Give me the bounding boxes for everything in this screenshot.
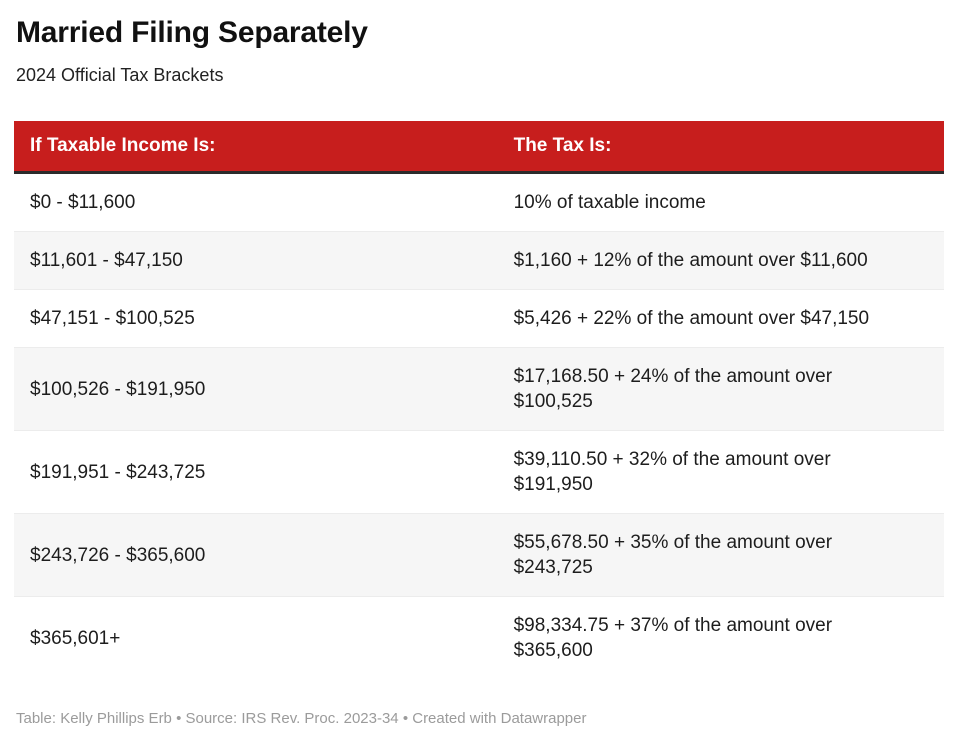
table-row: $0 - $11,600 10% of taxable income [14,173,944,232]
tax-formula-text: $55,678.50 + 35% of the amount over $243… [513,532,833,578]
page-subtitle: 2024 Official Tax Brackets [16,65,224,85]
tax-formula-text: $17,168.50 + 24% of the amount over $100… [513,366,833,412]
table-row: $11,601 - $47,150 $1,160 + 12% of the am… [14,231,944,290]
table-row: $100,526 - $191,950 $17,168.50 + 24% of … [14,347,944,431]
tax-formula-text: $98,334.75 + 37% of the amount over $365… [513,615,833,661]
income-range-cell: $100,526 - $191,950 [30,378,206,400]
tax-formula-cell: $5,426 + 22% of the amount over $47,150 [498,290,944,348]
income-range-cell: $191,951 - $243,725 [30,461,206,483]
tax-formula-cell: $98,334.75 + 37% of the amount over $365… [498,597,944,680]
tax-formula-cell: $55,678.50 + 35% of the amount over $243… [498,514,944,597]
income-range-cell: $0 - $11,600 [30,192,136,213]
tax-formula-cell: 10% of taxable income [498,173,944,232]
page-title: Married Filing Separately [16,16,368,49]
tax-formula-cell: $17,168.50 + 24% of the amount over $100… [498,348,944,431]
income-range-cell: $11,601 - $47,150 [30,250,183,271]
income-range-cell: $47,151 - $100,525 [30,308,195,329]
table-row: $243,726 - $365,600 $55,678.50 + 35% of … [14,513,944,597]
table-header-row: If Taxable Income Is: The Tax Is: [14,121,944,174]
tax-formula-text: 10% of taxable income [513,192,706,213]
tax-formula-text: $1,160 + 12% of the amount over $11,600 [513,250,868,271]
col-header-tax: The Tax Is: [497,121,944,174]
tax-formula-cell: $1,160 + 12% of the amount over $11,600 [498,232,944,290]
table-row: $365,601+ $98,334.75 + 37% of the amount… [14,597,944,680]
tax-brackets-table: If Taxable Income Is: The Tax Is: $0 - $… [14,121,944,679]
col-header-taxable-income: If Taxable Income Is: [14,121,498,174]
income-range-cell: $243,726 - $365,600 [30,544,206,566]
tax-formula-text: $5,426 + 22% of the amount over $47,150 [513,308,870,329]
income-range-cell: $365,601+ [30,627,121,649]
table-row: $191,951 - $243,725 $39,110.50 + 32% of … [14,431,944,514]
table-row: $47,151 - $100,525 $5,426 + 22% of the a… [14,290,944,348]
tax-formula-text: $39,110.50 + 32% of the amount over $191… [513,449,831,495]
attribution-footer: Table: Kelly Phillips Erb • Source: IRS … [16,710,587,727]
tax-formula-cell: $39,110.50 + 32% of the amount over $191… [498,431,944,514]
